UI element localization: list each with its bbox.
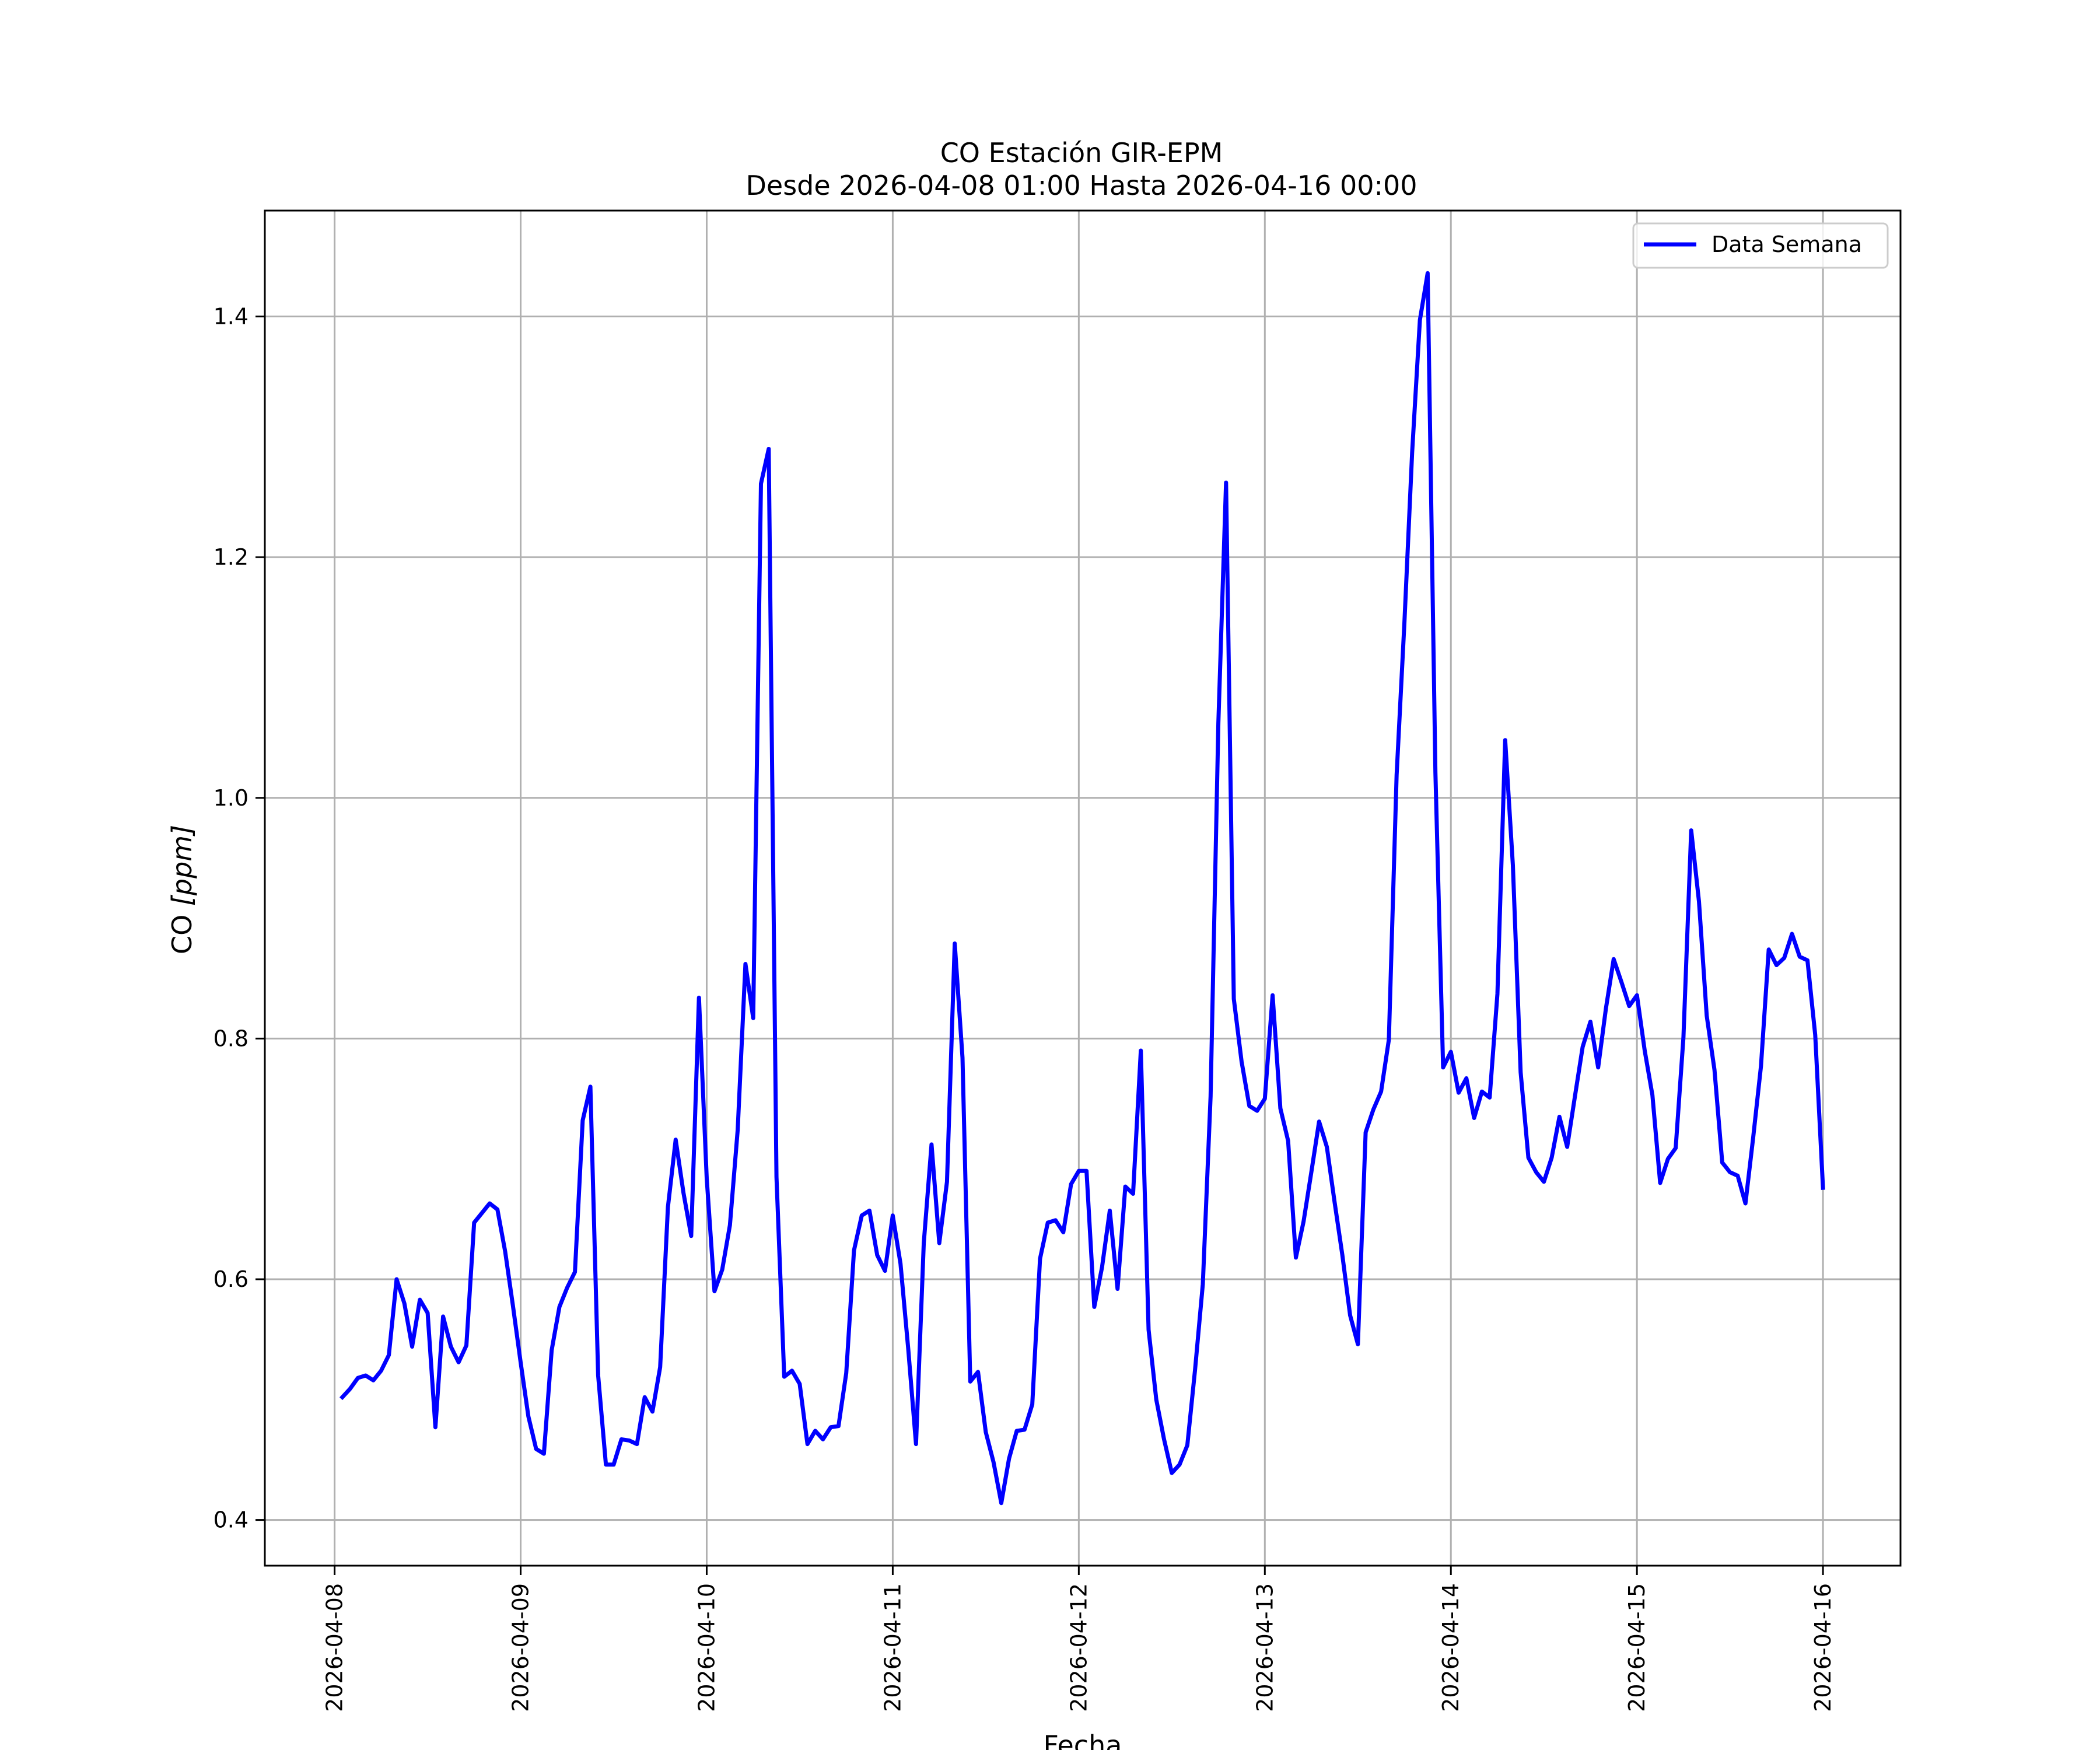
grid — [265, 211, 1901, 1566]
y-tick-label: 0.4 — [214, 1507, 249, 1533]
x-tick-label: 2026-04-15 — [1624, 1583, 1650, 1712]
y-axis-label: CO [ppm] — [166, 825, 198, 954]
x-tick-label: 2026-04-08 — [322, 1583, 348, 1712]
x-tick-label: 2026-04-13 — [1252, 1583, 1278, 1712]
legend-label: Data Semana — [1712, 232, 1862, 257]
x-tick-label: 2026-04-10 — [694, 1583, 719, 1712]
series-line-data-semana — [339, 271, 1825, 1506]
legend: Data Semana — [1632, 222, 1889, 269]
y-tick-label: 0.8 — [214, 1026, 249, 1051]
y-tick-label: 1.2 — [214, 544, 249, 570]
y-axis-label-unit: [ppm] — [166, 825, 198, 906]
x-tick-label: 2026-04-14 — [1438, 1583, 1464, 1712]
x-tick-label: 2026-04-11 — [880, 1583, 905, 1712]
axis-ticks: 2026-04-08 2026-04-09 2026-04-10 2026-04-11… — [214, 304, 1836, 1712]
x-tick-label: 2026-04-16 — [1810, 1583, 1836, 1712]
y-tick-label: 1.4 — [214, 304, 249, 330]
y-tick-label: 0.6 — [214, 1266, 249, 1292]
x-tick-label: 2026-04-09 — [508, 1583, 534, 1712]
x-axis-label: Fecha — [1044, 1730, 1122, 1750]
y-tick-label: 1.0 — [214, 785, 249, 811]
y-axis-label-main: CO — [166, 906, 198, 954]
chart-subtitle: Desde 2026-04-08 01:00 Hasta 2026-04-16 … — [746, 170, 1417, 201]
chart-title: CO Estación GIR-EPM — [940, 137, 1223, 169]
plot-data — [339, 271, 1825, 1506]
legend-box — [1632, 222, 1889, 269]
x-tick-label: 2026-04-12 — [1066, 1583, 1091, 1712]
plot-frame — [264, 209, 1902, 1567]
